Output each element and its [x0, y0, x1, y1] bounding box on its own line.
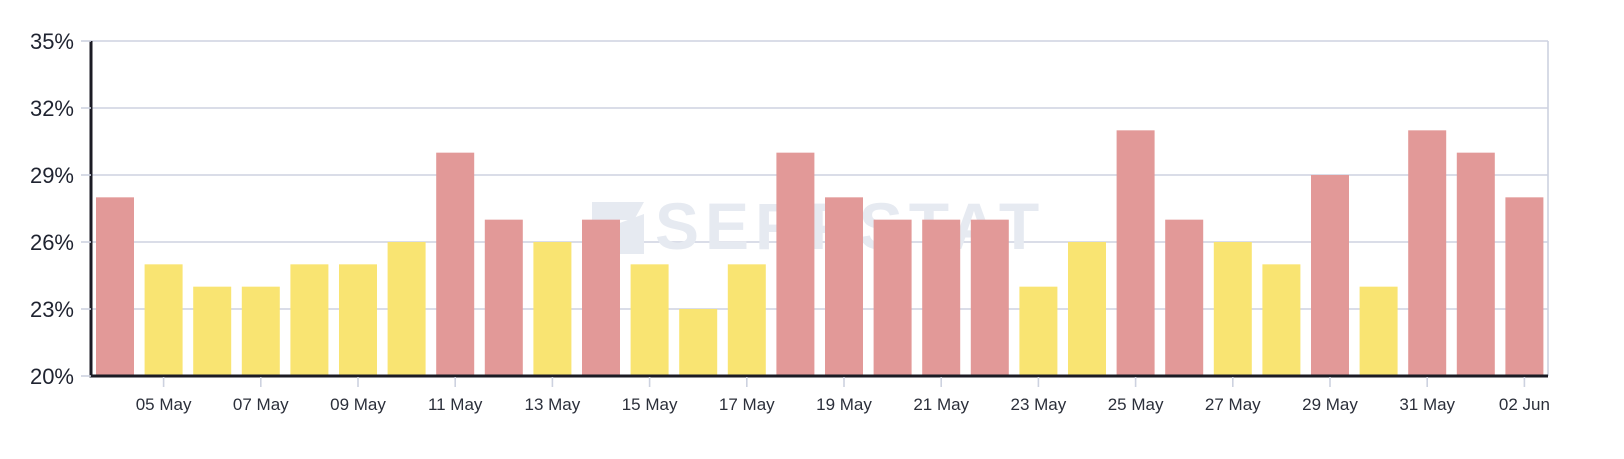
bar-20-may[interactable] — [873, 219, 912, 376]
y-tick-label: 20% — [30, 364, 74, 389]
x-tick-label: 19 May — [816, 395, 872, 414]
bar-08-may[interactable] — [290, 264, 329, 376]
x-tick-label: 21 May — [913, 395, 969, 414]
bar-16-may[interactable] — [679, 309, 718, 376]
bar-04-may[interactable] — [96, 197, 134, 376]
y-tick-label: 35% — [30, 29, 74, 54]
axes — [89, 41, 1548, 378]
x-tick-label: 05 May — [136, 395, 192, 414]
bar-22-may[interactable] — [970, 219, 1009, 376]
bar-05-may[interactable] — [144, 264, 183, 376]
bar-21-may[interactable] — [922, 219, 961, 376]
bar-24-may[interactable] — [1068, 242, 1106, 376]
y-tick-label: 23% — [30, 297, 74, 322]
x-tick-label: 23 May — [1011, 395, 1067, 414]
y-tick-label: 29% — [30, 163, 74, 188]
x-tick-label: 02 Jun — [1499, 395, 1550, 414]
bar-11-may[interactable] — [436, 152, 475, 376]
bar-13-may[interactable] — [533, 242, 572, 376]
x-tick-label: 11 May — [428, 395, 483, 414]
bar-14-may[interactable] — [582, 219, 620, 376]
x-tick-label: 31 May — [1399, 395, 1455, 414]
bar-15-may[interactable] — [630, 264, 669, 376]
bar-12-may[interactable] — [484, 219, 523, 376]
bar-23-may[interactable] — [1019, 286, 1058, 376]
bar-31-may[interactable] — [1408, 130, 1447, 376]
bar-02-jun[interactable] — [1505, 197, 1544, 376]
bar-01-jun[interactable] — [1456, 152, 1495, 376]
bar-10-may[interactable] — [387, 242, 426, 376]
y-axis-ticks: 20% 23% 26% 29% 32% 35% — [30, 29, 91, 389]
bar-09-may[interactable] — [339, 264, 377, 376]
bar-19-may[interactable] — [825, 197, 863, 376]
bar-07-may[interactable] — [241, 286, 280, 376]
bar-28-may[interactable] — [1262, 264, 1301, 376]
bar-26-may[interactable] — [1165, 219, 1204, 376]
x-axis-ticks: 05 May 07 May 09 May 11 May 13 May 15 May 17 M… — [136, 377, 1550, 414]
x-tick-label: 15 May — [622, 395, 678, 414]
x-tick-label: 25 May — [1108, 395, 1164, 414]
bar-18-may[interactable] — [776, 152, 815, 376]
x-tick-label: 17 May — [719, 395, 775, 414]
bar-27-may[interactable] — [1213, 242, 1252, 376]
x-tick-label: 27 May — [1205, 395, 1261, 414]
x-tick-label: 07 May — [233, 395, 289, 414]
x-tick-label: 09 May — [330, 395, 386, 414]
y-tick-label: 26% — [30, 230, 74, 255]
x-tick-label: 13 May — [525, 395, 581, 414]
bar-06-may[interactable] — [193, 286, 232, 376]
bar-30-may[interactable] — [1359, 286, 1398, 376]
bar-17-may[interactable] — [727, 264, 766, 376]
bars — [96, 130, 1544, 376]
x-tick-label: 29 May — [1302, 395, 1358, 414]
bar-25-may[interactable] — [1116, 130, 1155, 376]
y-tick-label: 32% — [30, 96, 74, 121]
bar-29-may[interactable] — [1311, 175, 1349, 376]
